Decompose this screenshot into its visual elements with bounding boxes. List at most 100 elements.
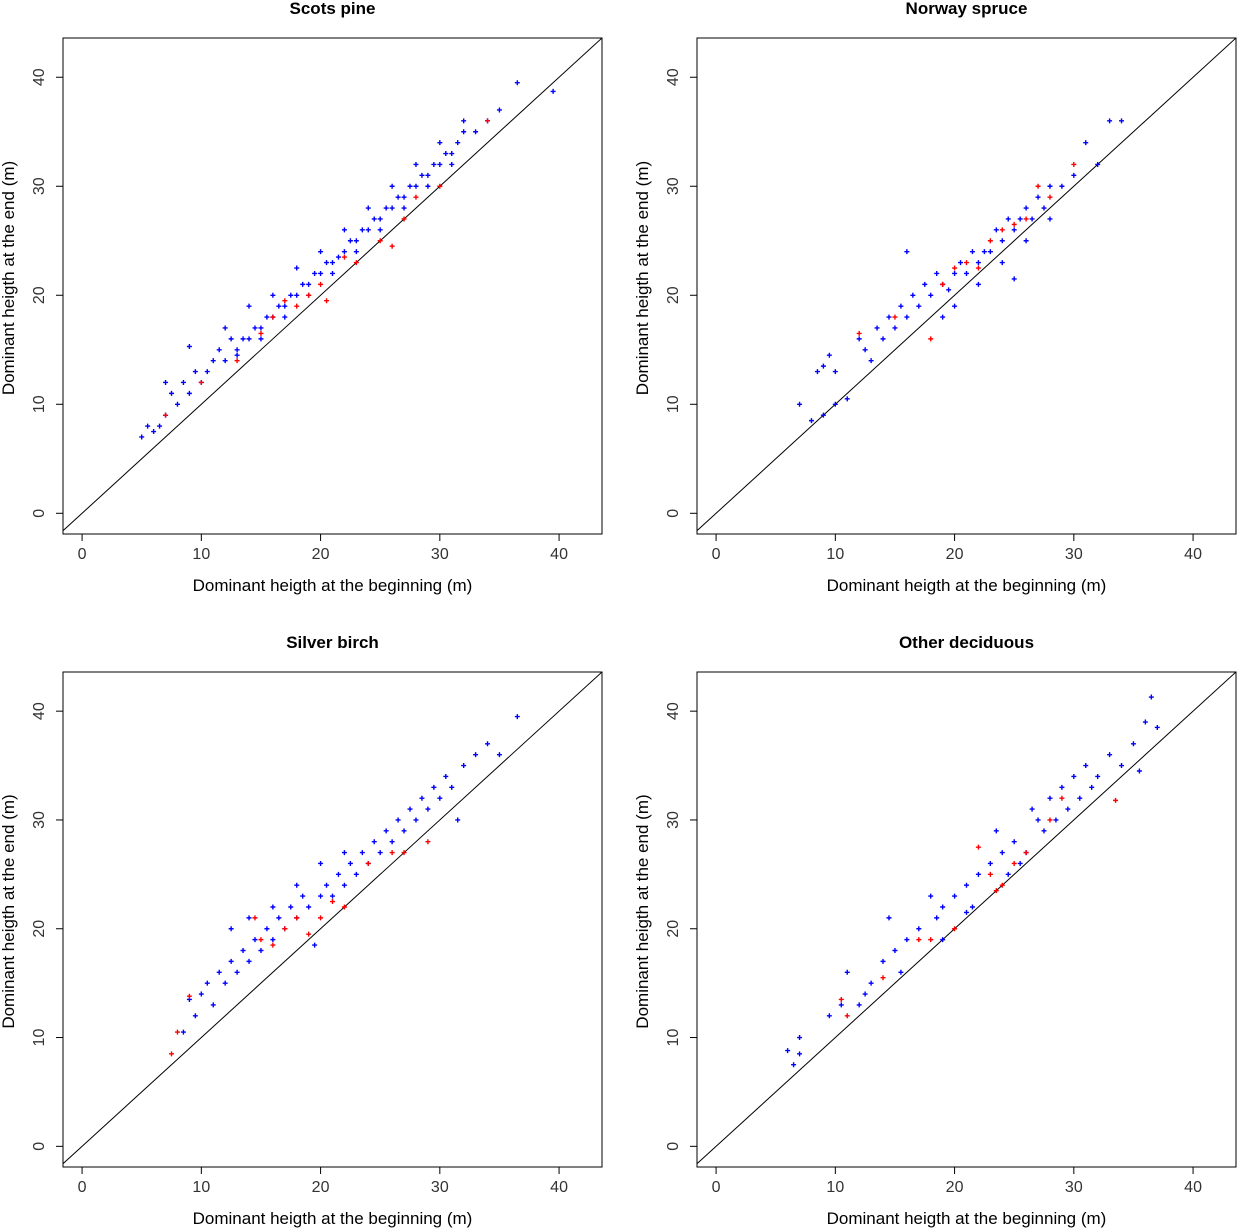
data-point-red: [1011, 221, 1017, 227]
data-point-blue: [952, 270, 958, 276]
data-point-blue: [844, 969, 850, 975]
data-point-blue: [969, 249, 975, 255]
data-point-blue: [999, 260, 1005, 266]
data-point-blue: [246, 336, 252, 342]
x-tick-label: 10: [192, 546, 210, 563]
x-tick-label: 20: [946, 546, 964, 563]
data-point-blue: [270, 292, 276, 298]
data-point-blue: [473, 752, 479, 758]
data-point-blue: [1154, 724, 1160, 730]
data-point-blue: [294, 292, 300, 298]
x-axis-label: Dominant heigth at the beginning (m): [193, 1209, 473, 1228]
data-point-blue: [880, 336, 886, 342]
data-point-blue: [157, 423, 163, 429]
data-point-blue: [389, 839, 395, 845]
data-point-blue: [389, 183, 395, 189]
data-point-blue: [139, 434, 145, 440]
reference-line-1to1: [63, 672, 602, 1165]
data-point-blue: [246, 915, 252, 921]
data-point-blue: [204, 980, 210, 986]
data-point-blue: [437, 161, 443, 167]
data-point-blue: [838, 1002, 844, 1008]
data-point-blue: [371, 839, 377, 845]
y-tick-label: 10: [665, 1029, 682, 1047]
data-point-blue: [856, 336, 862, 342]
data-point-blue: [993, 227, 999, 233]
plot-area: [697, 38, 1236, 532]
chart-title: Other deciduous: [899, 633, 1034, 652]
data-point-blue: [975, 871, 981, 877]
data-point-blue: [1035, 817, 1041, 823]
data-point-blue: [820, 412, 826, 418]
data-point-blue: [371, 216, 377, 222]
data-point-blue: [868, 358, 874, 364]
data-point-blue: [904, 249, 910, 255]
data-point-blue: [1065, 806, 1071, 812]
data-point-blue: [964, 270, 969, 276]
data-point-blue: [282, 314, 288, 320]
data-point-blue: [234, 347, 240, 353]
x-tick-label: 30: [1065, 546, 1083, 563]
data-point-blue: [449, 784, 455, 790]
y-tick-label: 10: [665, 395, 682, 413]
data-point-blue: [1083, 140, 1089, 146]
data-point-blue: [1017, 860, 1023, 866]
data-point-blue: [276, 915, 282, 921]
data-point-blue: [395, 817, 401, 823]
data-point-red: [341, 254, 347, 260]
data-point-red: [987, 871, 993, 877]
data-point-red: [975, 844, 981, 850]
data-point-blue: [814, 369, 820, 375]
data-point-red: [1059, 795, 1065, 801]
data-point-red: [401, 850, 407, 856]
data-point-blue: [186, 390, 192, 396]
data-point-blue: [797, 1035, 803, 1041]
x-tick-label: 20: [312, 546, 330, 563]
data-point-blue: [294, 882, 300, 888]
data-point-blue: [228, 926, 234, 932]
data-point-blue: [934, 915, 940, 921]
data-point-red: [485, 118, 491, 124]
x-tick-label: 40: [1184, 1179, 1202, 1196]
data-point-blue: [868, 980, 874, 986]
data-point-blue: [1041, 828, 1047, 834]
data-point-blue: [407, 183, 413, 189]
data-point-blue: [169, 390, 175, 396]
data-point-red: [964, 260, 969, 266]
x-tick-label: 0: [78, 546, 87, 563]
data-point-blue: [252, 937, 258, 943]
data-point-blue: [856, 1002, 862, 1008]
data-point-blue: [330, 893, 335, 899]
data-point-red: [377, 238, 383, 244]
data-point-blue: [1083, 763, 1089, 769]
y-tick-label: 30: [31, 177, 48, 195]
data-point-red: [330, 899, 335, 905]
data-point-blue: [216, 969, 222, 975]
data-point-blue: [401, 828, 407, 834]
data-point-blue: [785, 1048, 791, 1054]
data-point-blue: [240, 948, 246, 954]
data-point-red: [856, 330, 862, 336]
chart-title: Silver birch: [286, 633, 379, 652]
data-point-red: [324, 298, 330, 304]
data-point-blue: [952, 303, 958, 309]
data-point-red: [365, 860, 371, 866]
data-point-blue: [282, 303, 288, 309]
data-point-blue: [449, 151, 455, 157]
data-point-blue: [341, 249, 347, 255]
y-tick-label: 40: [665, 68, 682, 86]
data-point-blue: [916, 926, 922, 932]
x-tick-label: 0: [712, 546, 721, 563]
reference-line-1to1: [697, 672, 1236, 1165]
data-point-blue: [365, 205, 371, 211]
data-point-blue: [916, 303, 922, 309]
data-point-blue: [862, 991, 868, 997]
data-point-blue: [892, 948, 898, 954]
reference-line-1to1: [697, 38, 1236, 532]
data-point-blue: [210, 1002, 216, 1008]
data-point-blue: [180, 1029, 186, 1035]
data-point-blue: [294, 265, 300, 271]
data-point-blue: [383, 828, 389, 834]
data-point-blue: [964, 882, 969, 888]
data-point-blue: [862, 347, 868, 353]
